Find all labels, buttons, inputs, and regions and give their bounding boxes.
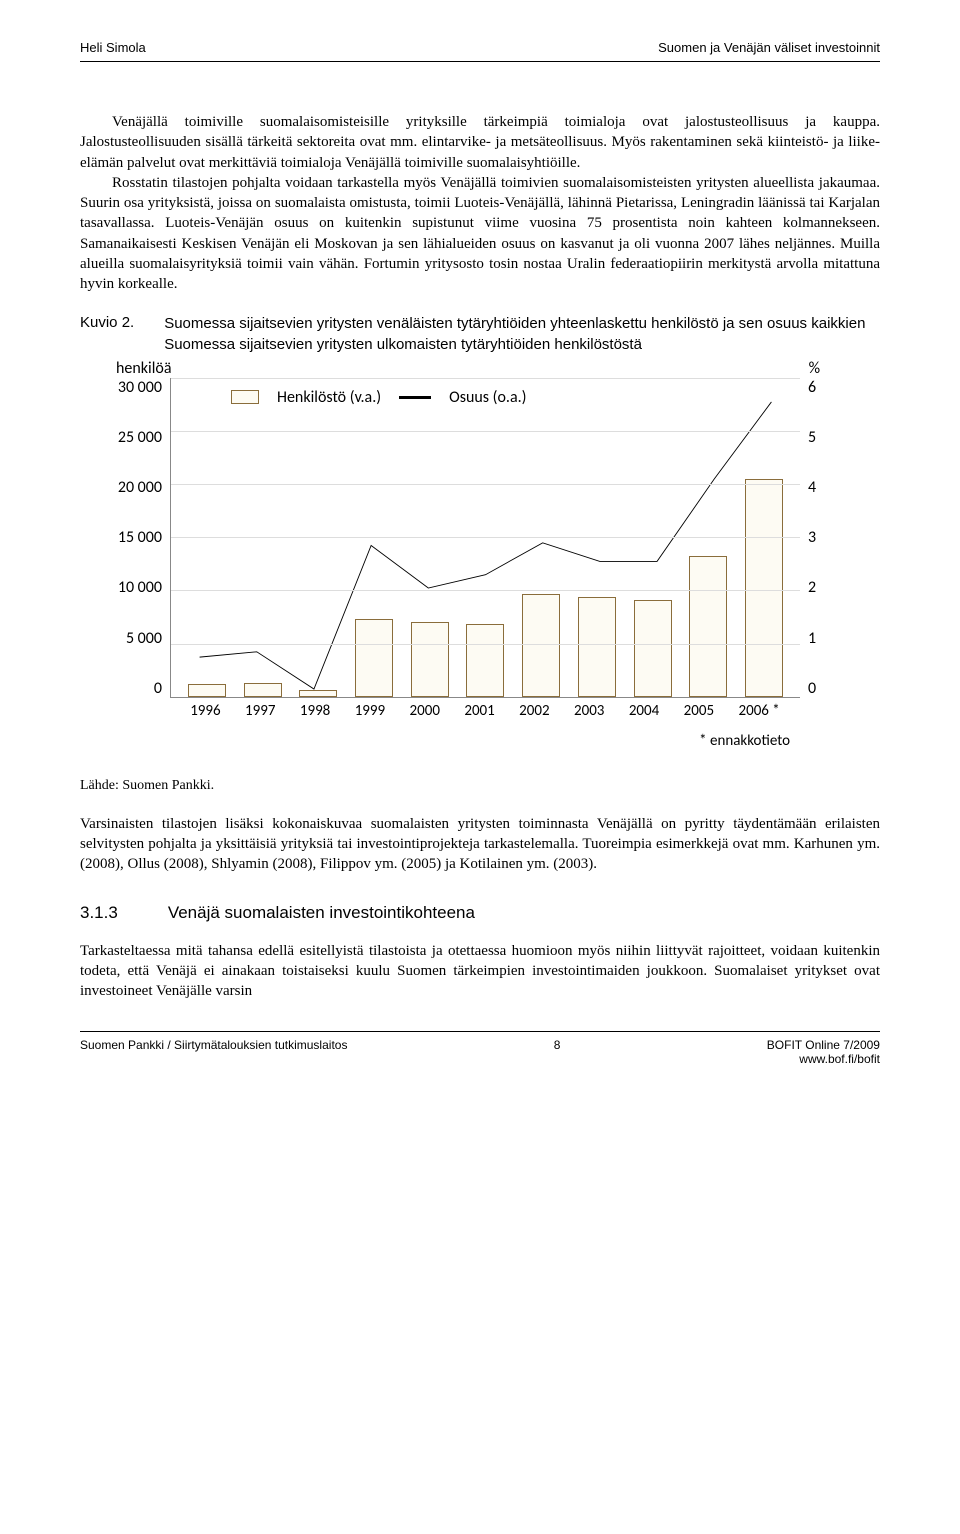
paragraph-2: Rosstatin tilastojen pohjalta voidaan ta… [80,173,880,295]
gridline [171,590,800,591]
footer-left: Suomen Pankki / Siirtymätalouksien tutki… [80,1038,347,1066]
y-left-tick: 10 000 [118,578,162,597]
y-right-axis-label: % [809,359,820,378]
footer-right-1: BOFIT Online 7/2009 [767,1038,880,1052]
chart-container: henkilöä % 30 00025 00020 00015 00010 00… [110,359,830,750]
paragraph-1: Venäjällä toimiville suomalaisomisteisil… [80,112,880,173]
y-left-tick: 25 000 [118,428,162,447]
chart-note: * ennakkotieto [110,732,790,750]
chart-bar [411,622,449,696]
y-right-tick: 2 [808,578,816,597]
y-left-tick: 30 000 [118,378,162,397]
section-heading: 3.1.3 Venäjä suomalaisten investointikoht… [80,903,880,923]
chart-bar [745,479,783,697]
chart-bar [522,594,560,697]
x-axis-tick: 1996 [190,702,220,720]
chart-source: Lähde: Suomen Pankki. [80,778,880,794]
y-left-tick: 20 000 [118,478,162,497]
y-right-tick: 4 [808,478,816,497]
gridline [171,378,800,379]
y-left-tick: 15 000 [118,528,162,547]
header-author: Heli Simola [80,40,146,55]
gridline [171,484,800,485]
page-footer: Suomen Pankki / Siirtymätalouksien tutki… [80,1031,880,1066]
gridline [171,431,800,432]
y-right-tick: 0 [808,679,816,698]
paragraph-4: Tarkasteltaessa mitä tahansa edellä esit… [80,941,880,1002]
y-right-tick: 3 [808,528,816,547]
chart-bar [244,683,282,697]
x-axis-tick: 1997 [245,702,275,720]
paragraph-3: Varsinaisten tilastojen lisäksi kokonais… [80,814,880,875]
x-axis-tick: 2003 [574,702,604,720]
x-axis-tick: 2004 [629,702,659,720]
chart-plot-area: Henkilöstö (v.a.) Osuus (o.a.) [170,378,800,698]
x-axis-tick: 1998 [300,702,330,720]
y-right-ticks: 6 5 4 3 2 1 0 [800,378,830,698]
gridline [171,537,800,538]
y-right-tick: 6 [808,378,816,397]
x-axis-tick: 2000 [410,702,440,720]
chart-bar [355,619,393,697]
footer-right-2: www.bof.fi/bofit [799,1052,880,1066]
header-title: Suomen ja Venäjän väliset investoinnit [658,40,880,55]
section-title: Venäjä suomalaisten investointikohteena [168,903,475,922]
y-right-tick: 1 [808,629,816,648]
chart-bar [634,600,672,697]
footer-page-number: 8 [554,1038,561,1066]
x-axis-tick: 2001 [464,702,494,720]
y-left-axis-label: henkilöä [110,359,172,378]
chart-bar [299,690,337,696]
x-axis-labels: 1996 1997 1998 1999 2000 2001 2002 2003 2004 2005… [170,698,800,720]
header-divider [80,61,880,62]
chart-bar [466,624,504,696]
section-number: 3.1.3 [80,903,118,922]
chart-bar [578,597,616,697]
figure-label: Kuvio 2. [80,314,134,355]
chart-bar [188,684,226,697]
y-left-tick: 0 [154,679,162,698]
gridline [171,644,800,645]
x-axis-tick: 1999 [355,702,385,720]
y-left-tick: 5 000 [126,629,162,648]
x-axis-tick: 2006 * [738,702,779,720]
y-left-ticks: 30 000 25 000 20 000 15 000 10 000 5 000 0 [110,378,170,698]
chart-bar [689,556,727,696]
y-right-tick: 5 [808,428,816,447]
x-axis-tick: 2002 [519,702,549,720]
x-axis-tick: 2005 [684,702,714,720]
figure-title: Suomessa sijaitsevien yritysten venäläis… [164,314,880,355]
